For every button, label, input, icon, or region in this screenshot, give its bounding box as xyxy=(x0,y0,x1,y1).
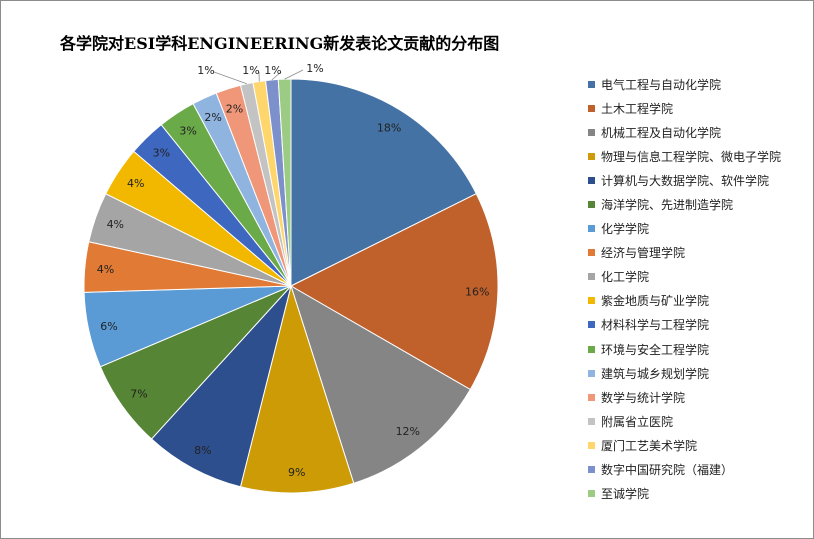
legend-swatch xyxy=(588,393,595,401)
legend-label: 建筑与城乡规划学院 xyxy=(601,366,710,381)
legend-swatch xyxy=(588,369,595,377)
legend-item: 海洋学院、先进制造学院 xyxy=(588,192,781,216)
legend-label: 至诚学院 xyxy=(601,487,650,502)
legend-swatch xyxy=(588,321,595,329)
legend-swatch xyxy=(588,490,595,498)
legend-item: 化工学院 xyxy=(588,265,781,289)
data-label: 1% xyxy=(242,64,259,77)
legend-label: 化工学院 xyxy=(601,270,650,285)
legend-item: 电气工程与自动化学院 xyxy=(588,72,781,96)
pie-slice xyxy=(239,284,355,494)
data-label: 4% xyxy=(97,263,114,276)
legend-label: 机械工程及自动化学院 xyxy=(601,125,722,140)
data-label: 4% xyxy=(127,177,144,190)
legend-label: 计算机与大数据学院、软件学院 xyxy=(601,173,770,188)
legend-swatch xyxy=(588,249,595,257)
legend-swatch xyxy=(588,128,595,136)
legend-label: 环境与安全工程学院 xyxy=(601,342,710,357)
pie-slice xyxy=(289,193,499,391)
pie-slice xyxy=(290,284,471,484)
legend-swatch xyxy=(588,201,595,209)
legend-item: 物理与信息工程学院、微电子学院 xyxy=(588,144,781,168)
leader-line xyxy=(271,71,282,81)
legend-item: 计算机与大数据学院、软件学院 xyxy=(588,168,781,192)
data-label: 9% xyxy=(288,466,305,479)
pie-slice xyxy=(277,78,292,287)
data-label: 3% xyxy=(153,146,170,159)
legend-swatch xyxy=(588,466,595,474)
data-label: 4% xyxy=(107,218,124,231)
data-label: 18% xyxy=(377,122,401,135)
legend-swatch xyxy=(588,441,595,449)
legend-item: 至诚学院 xyxy=(588,482,781,506)
legend-label: 海洋学院、先进制造学院 xyxy=(601,198,734,213)
data-label: 1% xyxy=(197,64,214,77)
legend-item: 机械工程及自动化学院 xyxy=(588,120,781,144)
legend-item: 附属省立医院 xyxy=(588,409,781,433)
data-label: 1% xyxy=(306,62,323,75)
leader-line xyxy=(284,69,304,80)
legend-label: 化学学院 xyxy=(601,222,650,237)
legend-label: 电气工程与自动化学院 xyxy=(601,77,722,92)
legend-item: 化学学院 xyxy=(588,217,781,241)
data-label: 3% xyxy=(179,125,196,138)
data-label: 16% xyxy=(465,286,489,299)
legend-label: 物理与信息工程学院、微电子学院 xyxy=(601,149,782,164)
legend-label: 厦门工艺美术学院 xyxy=(601,438,698,453)
legend-swatch xyxy=(588,225,595,233)
legend-swatch xyxy=(588,152,595,160)
legend-label: 数学与统计学院 xyxy=(601,390,686,405)
legend-swatch xyxy=(588,417,595,425)
legend-swatch xyxy=(588,345,595,353)
data-label: 1% xyxy=(264,64,281,77)
legend-item: 数学与统计学院 xyxy=(588,385,781,409)
legend-swatch xyxy=(588,104,595,112)
legend-item: 数字中国研究院（福建） xyxy=(588,458,781,482)
legend-label: 材料科学与工程学院 xyxy=(601,318,710,333)
data-label: 2% xyxy=(204,111,221,124)
chart-title: 各学院对ESI学科ENGINEERING新发表论文贡献的分布图 xyxy=(60,34,500,53)
legend-item: 材料科学与工程学院 xyxy=(588,313,781,337)
data-label: 7% xyxy=(130,388,147,401)
legend-swatch xyxy=(588,176,595,184)
legend-label: 土木工程学院 xyxy=(601,101,674,116)
data-label: 12% xyxy=(396,425,420,438)
data-label: 6% xyxy=(100,320,117,333)
leader-line xyxy=(213,71,247,85)
legend-item: 经济与管理学院 xyxy=(588,241,781,265)
legend-swatch xyxy=(588,80,595,88)
legend-label: 附属省立医院 xyxy=(601,414,674,429)
legend-item: 环境与安全工程学院 xyxy=(588,337,781,361)
legend-swatch xyxy=(588,273,595,281)
legend-label: 紫金地质与矿业学院 xyxy=(601,294,710,309)
data-label: 8% xyxy=(194,444,211,457)
legend-item: 紫金地质与矿业学院 xyxy=(588,289,781,313)
legend-label: 数字中国研究院（福建） xyxy=(601,463,734,478)
pie-slice xyxy=(290,78,477,287)
data-label: 2% xyxy=(226,102,243,115)
legend-item: 土木工程学院 xyxy=(588,96,781,120)
legend-item: 建筑与城乡规划学院 xyxy=(588,361,781,385)
legend-swatch xyxy=(588,297,595,305)
legend-label: 经济与管理学院 xyxy=(601,246,686,261)
pie-slice xyxy=(150,285,292,488)
legend-item: 厦门工艺美术学院 xyxy=(588,433,781,457)
legend: 电气工程与自动化学院 土木工程学院机械工程及自动化学院物理与信息工程学院、微电子学… xyxy=(588,72,781,506)
